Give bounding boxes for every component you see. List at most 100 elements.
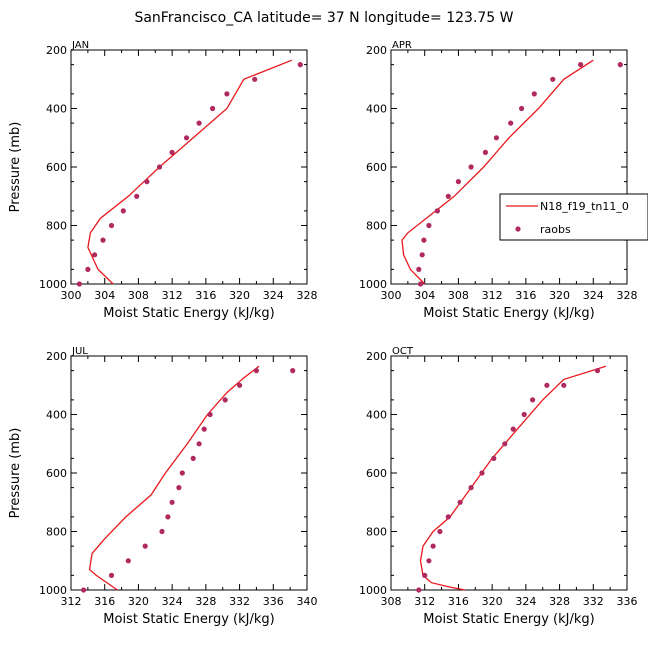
y-tick-label: 1000 — [359, 278, 387, 291]
x-tick-label: 304 — [94, 289, 115, 302]
obs-point — [207, 411, 213, 418]
obs-point — [434, 208, 440, 214]
x-tick-label: 316 — [195, 289, 216, 302]
obs-point — [617, 62, 623, 68]
obs-point — [190, 455, 196, 461]
x-tick-label: 324 — [515, 595, 536, 608]
x-tick-label: 316 — [515, 289, 536, 302]
obs-point — [455, 179, 461, 185]
obs-point — [519, 105, 525, 112]
legend-obs-label: raobs — [540, 223, 571, 236]
x-tick-label: 340 — [297, 595, 318, 608]
x-tick-label: 320 — [128, 595, 149, 608]
obs-point — [134, 193, 140, 199]
x-tick-label: 336 — [263, 595, 284, 608]
x-tick-label: 320 — [482, 595, 503, 608]
panel-label: JAN — [71, 40, 89, 51]
panel-label: OCT — [392, 346, 414, 357]
panel-oct: OCT 308 312 316 320 324 328 332 336 200 400 600 800 1… — [359, 346, 638, 627]
y-tick-label: 1000 — [39, 278, 67, 291]
legend-model-label: N18_f19_tn11_0 — [540, 200, 629, 213]
y-tick-label: 600 — [366, 467, 387, 480]
obs-point — [201, 426, 207, 432]
plot-frame — [70, 49, 308, 285]
y-tick-label: 400 — [46, 103, 67, 116]
x-tick-label: 320 — [549, 289, 570, 302]
obs-point — [125, 558, 131, 564]
x-tick-label: 308 — [381, 595, 402, 608]
legend-box — [499, 193, 648, 241]
x-tick-label: 336 — [617, 595, 638, 608]
y-tick-label: 600 — [46, 467, 67, 480]
panel-apr: APR 300 304 308 312 316 320 324 328 200 400 600 800 1… — [359, 40, 638, 321]
obs-point — [142, 543, 148, 549]
x-tick-label: 324 — [583, 289, 604, 302]
obs-point — [76, 281, 82, 287]
obs-point — [120, 208, 126, 214]
obs-point — [196, 441, 202, 447]
x-tick-label: 328 — [617, 289, 638, 302]
obs-point — [179, 470, 185, 476]
obs-point — [578, 62, 584, 68]
obs-point — [92, 252, 98, 258]
obs-point — [222, 397, 228, 403]
y-tick-label: 800 — [46, 220, 67, 233]
x-tick-label: 316 — [94, 595, 115, 608]
obs-point — [108, 572, 115, 579]
obs-point — [510, 426, 516, 432]
obs-point — [419, 252, 425, 258]
obs-point — [422, 572, 428, 579]
y-axis-label: Pressure (mb) — [8, 428, 23, 519]
obs-point — [561, 382, 567, 388]
model-series-line — [88, 365, 260, 591]
figure-title: SanFrancisco_CA latitude= 37 N longitude… — [134, 10, 513, 26]
obs-point — [426, 222, 432, 229]
y-tick-label: 800 — [366, 526, 387, 539]
panel-jul: JUL 312 316 320 324 328 332 336 340 200 400 600 800 1… — [8, 346, 318, 627]
obs-point — [491, 455, 497, 461]
obs-point — [224, 91, 230, 97]
y-tick-label: 600 — [46, 161, 67, 174]
x-tick-label: 312 — [482, 289, 503, 302]
obs-point — [457, 499, 463, 505]
y-tick-label: 200 — [46, 44, 67, 57]
y-tick-label: 400 — [366, 103, 387, 116]
obs-point — [81, 587, 87, 593]
obs-point — [445, 193, 451, 199]
obs-point — [430, 543, 436, 549]
y-tick-label: 400 — [366, 409, 387, 422]
obs-point — [421, 237, 427, 243]
obs-point — [426, 558, 432, 564]
obs-point — [468, 164, 474, 170]
model-series-line — [401, 59, 594, 285]
x-tick-label: 332 — [583, 595, 604, 608]
panels: JAN 300 304 308 312 316 320 324 328 200 400 600 800 1… — [8, 40, 638, 627]
x-tick-label: 328 — [297, 289, 318, 302]
y-tick-label: 1000 — [39, 584, 67, 597]
y-tick-label: 800 — [46, 526, 67, 539]
obs-point — [290, 368, 296, 374]
y-tick-label: 400 — [46, 409, 67, 422]
obs-point — [108, 222, 115, 229]
model-series-line — [419, 365, 607, 591]
obs-point — [165, 514, 171, 520]
x-tick-label: 304 — [414, 289, 435, 302]
obs-point — [482, 149, 488, 155]
obs-point — [210, 105, 216, 112]
x-axis-label: Moist Static Energy (kJ/kg) — [103, 306, 274, 321]
x-tick-label: 308 — [448, 289, 469, 302]
panel-label: JUL — [71, 346, 88, 357]
obs-point — [297, 62, 303, 68]
obs-point — [252, 76, 258, 82]
x-tick-label: 328 — [195, 595, 216, 608]
obs-point — [169, 499, 175, 505]
x-tick-label: 308 — [128, 289, 149, 302]
obs-point — [493, 135, 499, 141]
x-axis-label: Moist Static Energy (kJ/kg) — [103, 612, 274, 627]
x-tick-label: 332 — [229, 595, 250, 608]
plot-frame — [390, 49, 628, 285]
obs-point — [521, 411, 527, 418]
obs-point — [159, 528, 165, 535]
legend-obs-marker — [515, 226, 521, 232]
obs-point — [479, 470, 485, 476]
